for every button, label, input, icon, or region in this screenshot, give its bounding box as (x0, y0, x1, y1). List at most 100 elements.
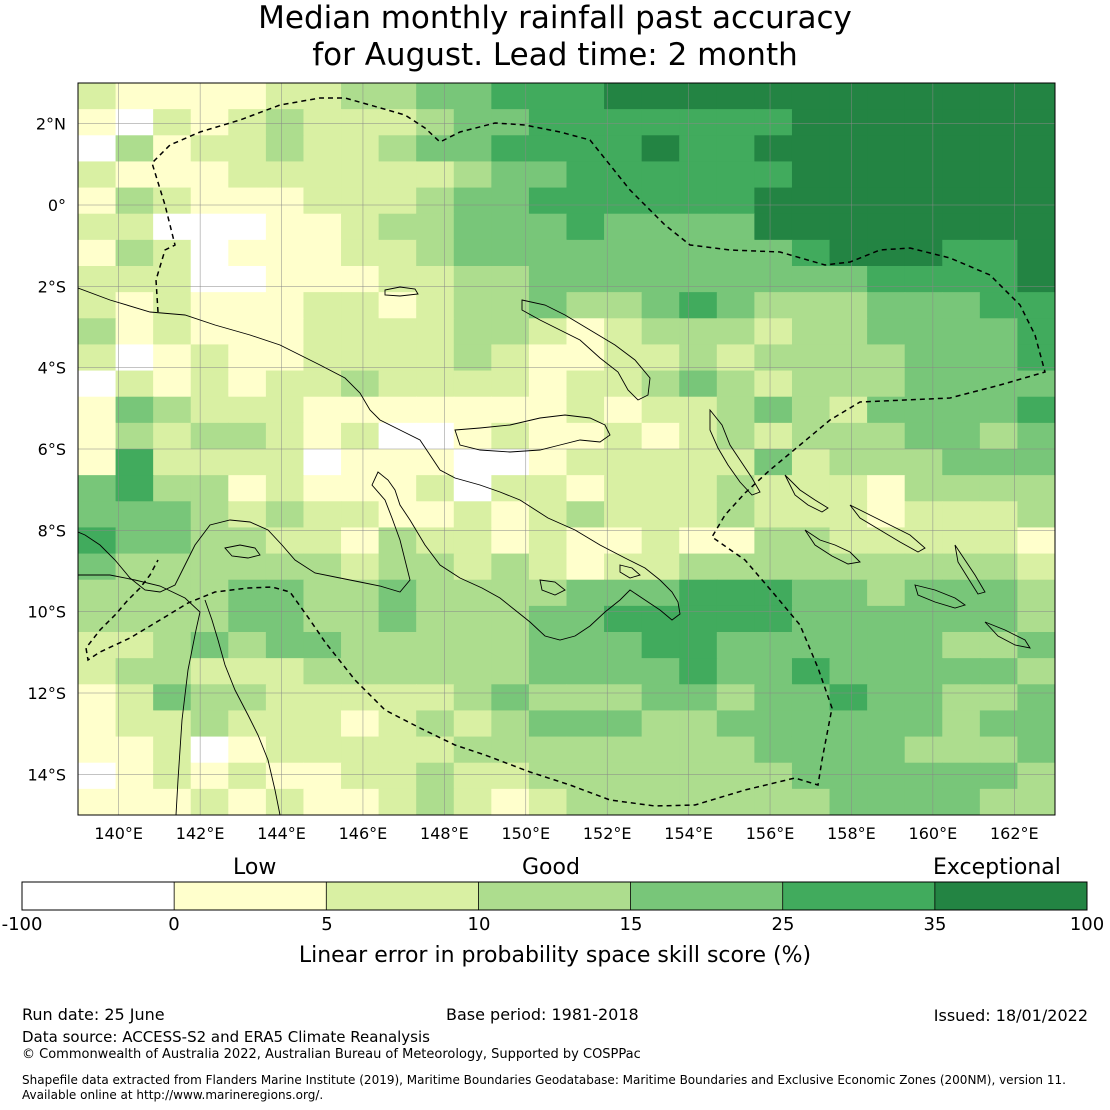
grid-cell (416, 292, 455, 319)
grid-cell (341, 762, 380, 790)
colorbar-low-label: Low (233, 855, 277, 880)
grid-cell (453, 187, 492, 215)
grid-cell (190, 553, 229, 581)
grid-cell (829, 449, 868, 476)
grid-cell (115, 83, 154, 110)
colorbar-tick: 100 (1069, 914, 1105, 935)
grid-cell (115, 344, 154, 372)
grid-cell (1017, 239, 1055, 267)
grid-cell (979, 605, 1019, 633)
grid-cell (190, 161, 229, 189)
grid-cell (979, 213, 1019, 241)
grid-cell (78, 527, 117, 555)
grid-cell (303, 161, 342, 189)
grid-cell (265, 109, 305, 136)
grid-cell (979, 475, 1019, 502)
grid-cell (265, 501, 305, 529)
grid-cell (679, 788, 718, 815)
grid-cell (491, 658, 530, 685)
grid-cell (453, 318, 492, 346)
grid-cell (791, 579, 831, 607)
grid-cell (528, 553, 568, 581)
grid-cell (829, 658, 868, 685)
grid-cell (378, 527, 417, 555)
grid-cell (303, 501, 342, 529)
grid-cell (528, 579, 568, 607)
grid-cell (604, 527, 643, 555)
grid-cell (78, 449, 117, 476)
grid-cell (942, 370, 981, 398)
solomon-choiseul-coastline (784, 474, 829, 513)
grid-cell (942, 318, 981, 346)
grid-cell (303, 449, 342, 476)
grid-cell (867, 266, 906, 293)
grid-cell (604, 213, 643, 241)
grid-cell (566, 449, 605, 476)
grid-cell (341, 213, 380, 241)
grid-cell (829, 135, 868, 163)
grid-cell (867, 109, 906, 136)
grid-cell (115, 396, 154, 424)
grid-cell (153, 422, 192, 450)
grid-cell (791, 83, 831, 110)
grid-cell (303, 187, 342, 215)
grid-cell (679, 710, 718, 738)
grid-cell (679, 161, 718, 189)
grid-cell (942, 83, 981, 110)
grid-cell (791, 213, 831, 241)
grid-cell (228, 135, 267, 163)
colorbar-tick: 15 (619, 914, 643, 935)
grid-cell (341, 684, 380, 712)
grid-cell (115, 710, 154, 738)
grid-cell (604, 370, 643, 398)
grid-cell (303, 135, 342, 163)
australia-coastline (78, 574, 201, 815)
grid-cell (378, 213, 417, 241)
grid-cell (303, 396, 342, 424)
grid-cell (153, 370, 192, 398)
grid-cell (867, 161, 906, 189)
grid-cell (791, 788, 831, 815)
grid-cell (641, 449, 680, 476)
grid-cell (679, 605, 718, 633)
grid-cell (265, 475, 305, 502)
grid-cell (942, 213, 981, 241)
shapefile-credit-line-2: Available online at http://www.marinereg… (22, 1088, 324, 1102)
grid-cell (1017, 736, 1055, 764)
grid-cell (829, 605, 868, 633)
latitude-tick-label: 12°S (27, 684, 66, 703)
grid-cell (904, 135, 943, 163)
grid-cell (453, 527, 492, 555)
solomon-isabel-coastline (849, 504, 926, 553)
grid-cell (716, 292, 755, 319)
grid-cell (829, 501, 868, 529)
grid-cell (641, 239, 680, 267)
grid-cell (566, 239, 605, 267)
grid-cell (566, 135, 605, 163)
grid-cell (641, 632, 680, 659)
grid-cell (153, 135, 192, 163)
grid-cell (453, 736, 492, 764)
grid-cell (153, 83, 192, 110)
grid-cell (1017, 292, 1055, 319)
grid-cell (716, 318, 755, 346)
grid-cell (904, 788, 943, 815)
grid-cell (979, 736, 1019, 764)
grid-cell (453, 422, 492, 450)
grid-cell (528, 109, 568, 136)
grid-cell (641, 344, 680, 372)
grid-cell (378, 239, 417, 267)
grid-cell (979, 161, 1019, 189)
graticule (78, 83, 1055, 815)
grid-cell (115, 553, 154, 581)
grid-cell (528, 266, 568, 293)
grid-cell (115, 684, 154, 712)
grid-cell (867, 370, 906, 398)
grid-cell (716, 736, 755, 764)
latitude-tick-label: 6°S (38, 440, 66, 459)
grid-cell (378, 187, 417, 215)
grid-cell (679, 422, 718, 450)
grid-cell (416, 736, 455, 764)
grid-cell (904, 501, 943, 529)
